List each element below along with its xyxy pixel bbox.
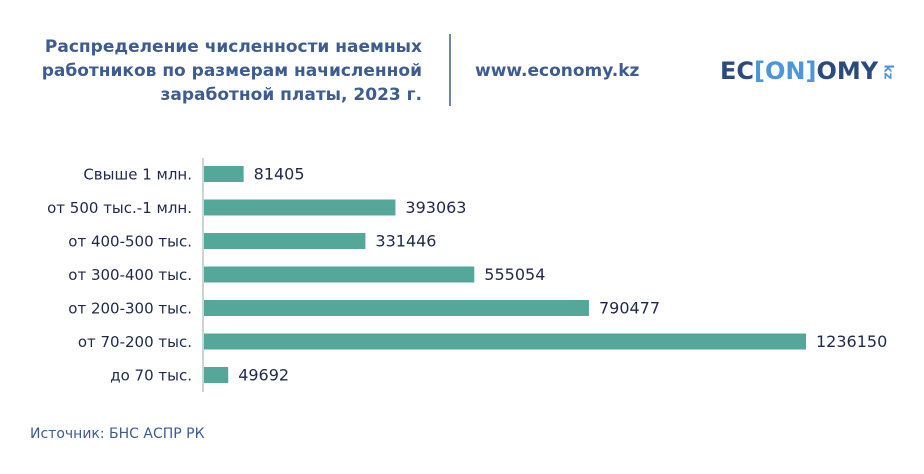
bar	[204, 233, 366, 249]
chart-title: заработной платы, 2023 г.	[161, 85, 423, 105]
bar	[204, 199, 396, 216]
logo-part: EC	[720, 57, 754, 85]
value-label: 81405	[254, 165, 305, 184]
y-tick-label: от 70-200 тыс.	[78, 333, 192, 351]
y-tick-label: от 500 тыс.-1 млн.	[47, 199, 192, 217]
value-label: 393063	[405, 198, 466, 217]
bar	[204, 367, 229, 383]
logo-part: [ON]	[754, 57, 816, 85]
value-label: 555054	[484, 265, 545, 284]
y-tick-label: до 70 тыс.	[110, 367, 192, 385]
value-label: 1236150	[816, 332, 887, 351]
chart-title: работников по размерам начисленной	[42, 61, 422, 81]
y-tick-label: от 300-400 тыс.	[68, 266, 192, 284]
logo-suffix: kz	[882, 65, 896, 80]
logo-part: OMY	[816, 57, 878, 85]
bar	[204, 266, 475, 283]
source: Источник: БНС АСПР РК	[30, 426, 205, 442]
value-label: 49692	[238, 366, 289, 385]
site: www.economy.kz	[475, 61, 640, 81]
y-tick-label: Свыше 1 млн.	[83, 166, 192, 184]
value-label: 331446	[375, 232, 436, 251]
bar	[204, 333, 806, 350]
bar	[204, 166, 244, 182]
y-tick-label: от 400-500 тыс.	[68, 233, 192, 251]
logo: EC[ON]OMY	[720, 57, 879, 85]
y-tick-label: от 200-300 тыс.	[68, 300, 192, 318]
bar	[204, 300, 589, 316]
value-label: 790477	[599, 299, 660, 318]
chart-title: Распределение численности наемных	[45, 37, 422, 57]
